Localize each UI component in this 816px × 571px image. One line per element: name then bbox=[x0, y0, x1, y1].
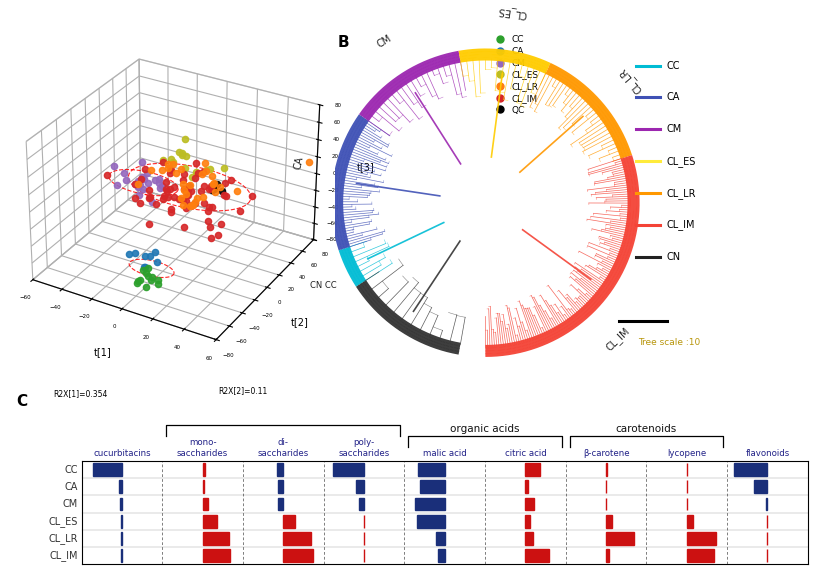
Text: CA: CA bbox=[293, 155, 305, 171]
Text: CN: CN bbox=[667, 252, 681, 262]
Bar bbox=[283, 549, 313, 562]
Text: B: B bbox=[338, 35, 349, 50]
Bar bbox=[438, 549, 445, 562]
Text: mono-
saccharides: mono- saccharides bbox=[177, 439, 228, 458]
Bar bbox=[754, 480, 768, 493]
Text: CL_IM: CL_IM bbox=[604, 325, 632, 353]
Bar bbox=[202, 464, 205, 476]
Legend: CC, CA, CM, CL_ES, CL_LR, CL_IM, QC: CC, CA, CM, CL_ES, CL_LR, CL_IM, QC bbox=[487, 32, 542, 118]
Bar bbox=[526, 514, 530, 528]
Bar bbox=[121, 514, 122, 528]
Bar bbox=[437, 532, 445, 545]
Text: CL_ES: CL_ES bbox=[497, 5, 527, 20]
Text: CL_IM: CL_IM bbox=[49, 550, 78, 561]
Bar bbox=[606, 549, 610, 562]
Bar bbox=[202, 480, 204, 493]
Bar bbox=[359, 497, 364, 510]
Y-axis label: t[2]: t[2] bbox=[291, 316, 309, 327]
Text: carotenoids: carotenoids bbox=[616, 424, 677, 434]
Bar bbox=[526, 480, 528, 493]
Bar bbox=[419, 464, 445, 476]
Bar bbox=[526, 549, 548, 562]
Bar bbox=[283, 514, 295, 528]
Text: CL_LR: CL_LR bbox=[667, 188, 697, 199]
Bar bbox=[606, 514, 612, 528]
Text: R2X[2]=0.11: R2X[2]=0.11 bbox=[219, 387, 268, 395]
Bar bbox=[687, 549, 714, 562]
Text: CL_ES: CL_ES bbox=[667, 156, 696, 167]
Text: citric acid: citric acid bbox=[504, 449, 546, 458]
X-axis label: t[1]: t[1] bbox=[93, 347, 111, 357]
Bar bbox=[283, 532, 311, 545]
Bar bbox=[278, 497, 283, 510]
Text: R2X[1]=0.354: R2X[1]=0.354 bbox=[53, 389, 107, 399]
Text: di-
saccharides: di- saccharides bbox=[258, 439, 309, 458]
Bar bbox=[121, 549, 122, 562]
Text: cucurbitacins: cucurbitacins bbox=[93, 449, 151, 458]
Text: CL_ES: CL_ES bbox=[48, 516, 78, 526]
Text: CN CC: CN CC bbox=[310, 281, 337, 289]
Bar bbox=[202, 532, 229, 545]
Bar bbox=[333, 464, 364, 476]
Bar bbox=[687, 514, 694, 528]
Bar bbox=[734, 464, 768, 476]
Bar bbox=[202, 514, 217, 528]
Bar bbox=[93, 464, 122, 476]
Text: CM: CM bbox=[667, 124, 682, 134]
Text: CL_IM: CL_IM bbox=[667, 219, 695, 231]
Text: CC: CC bbox=[667, 61, 681, 71]
Bar bbox=[687, 532, 716, 545]
Bar bbox=[526, 497, 534, 510]
Text: CL_LR: CL_LR bbox=[618, 66, 645, 95]
Text: CM: CM bbox=[62, 499, 78, 509]
Bar bbox=[526, 532, 533, 545]
Bar bbox=[119, 480, 122, 493]
Text: Tree scale :10: Tree scale :10 bbox=[638, 338, 700, 347]
Text: CA: CA bbox=[667, 93, 681, 102]
Text: malic acid: malic acid bbox=[423, 449, 467, 458]
Bar bbox=[766, 497, 768, 510]
Text: organic acids: organic acids bbox=[450, 424, 520, 434]
Bar bbox=[418, 514, 445, 528]
Text: β-carotene: β-carotene bbox=[583, 449, 629, 458]
Bar bbox=[277, 464, 283, 476]
Text: C: C bbox=[16, 394, 28, 409]
Bar bbox=[356, 480, 364, 493]
Text: CA: CA bbox=[64, 482, 78, 492]
Circle shape bbox=[441, 158, 530, 247]
Text: flavonoids: flavonoids bbox=[745, 449, 790, 458]
Bar bbox=[415, 497, 445, 510]
Text: CM: CM bbox=[375, 33, 393, 50]
Bar bbox=[121, 532, 122, 545]
Bar bbox=[202, 549, 230, 562]
Bar bbox=[606, 532, 634, 545]
Bar bbox=[420, 480, 445, 493]
Bar bbox=[606, 464, 607, 476]
Text: CL_LR: CL_LR bbox=[48, 533, 78, 544]
Text: CC: CC bbox=[64, 465, 78, 475]
Text: poly-
saccharides: poly- saccharides bbox=[339, 439, 390, 458]
Text: lycopene: lycopene bbox=[667, 449, 707, 458]
Bar bbox=[202, 497, 208, 510]
Bar bbox=[278, 480, 283, 493]
Bar bbox=[120, 497, 122, 510]
Bar bbox=[526, 464, 540, 476]
